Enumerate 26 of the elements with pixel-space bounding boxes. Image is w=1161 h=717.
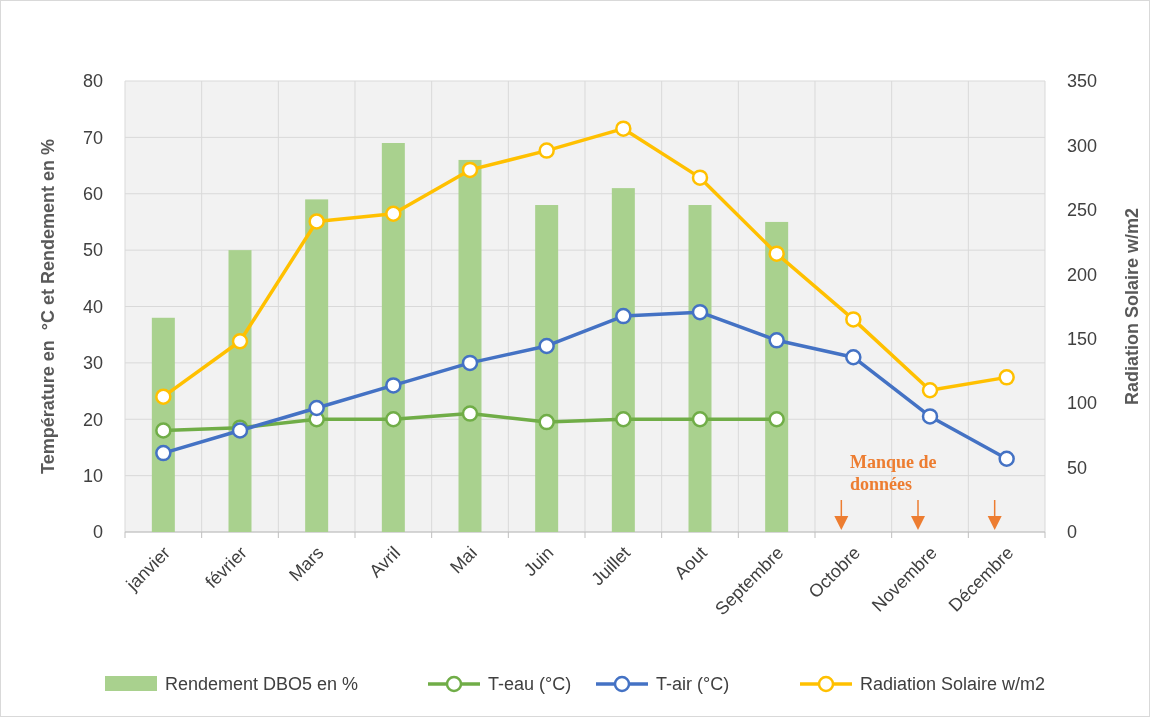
legend-label: T-air (°C) — [656, 674, 730, 695]
y-tick-label: 30 — [82, 353, 103, 374]
y-tick-label: 10 — [82, 465, 103, 486]
legend-label: T-eau (°C) — [488, 674, 572, 695]
y-tick-label: 80 — [82, 71, 103, 92]
y-tick-label: 0 — [92, 522, 103, 543]
y-tick-label: 50 — [82, 240, 103, 261]
y2-tick-label: 50 — [1067, 457, 1088, 478]
y2-tick-label: 100 — [1067, 393, 1098, 414]
y2-tick-label: 300 — [1067, 135, 1098, 156]
y2-tick-label: 250 — [1067, 200, 1098, 221]
legend-label: Radiation Solaire w/m2 — [860, 674, 1046, 695]
y-axis-title: Température en °C et Rendement en % — [38, 139, 58, 474]
x-tick-label: Mai — [446, 542, 481, 578]
y-tick-label: 40 — [82, 296, 103, 317]
annotation: Manque de données — [850, 452, 937, 494]
x-tick-label: Juin — [520, 542, 558, 581]
y2-tick-label: 150 — [1067, 329, 1098, 350]
legend-label: Rendement DBO5 en % — [165, 674, 359, 695]
y-tick-label: 20 — [82, 409, 103, 430]
y2-tick-label: 350 — [1067, 71, 1098, 92]
y-tick-label: 60 — [82, 184, 103, 205]
y2-axis-title: Radiation Solaire w/m2 — [1122, 207, 1142, 406]
y2-tick-label: 0 — [1067, 522, 1078, 543]
y-tick-label: 70 — [82, 127, 103, 148]
y2-tick-label: 200 — [1067, 264, 1098, 285]
